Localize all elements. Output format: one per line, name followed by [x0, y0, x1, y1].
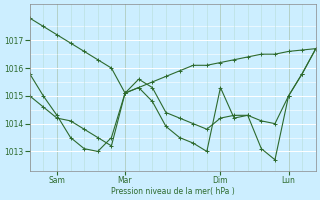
X-axis label: Pression niveau de la mer( hPa ): Pression niveau de la mer( hPa )	[111, 187, 235, 196]
